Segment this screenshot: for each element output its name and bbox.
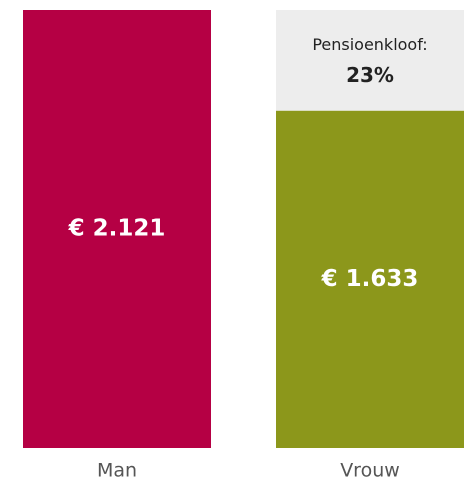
annotation: Pensioenkloof:	[312, 35, 427, 54]
value-label: € 2.121	[68, 216, 166, 242]
bar	[276, 110, 464, 448]
annotation-value: 23%	[346, 63, 394, 87]
bar	[23, 10, 211, 448]
value-label: € 1.633	[321, 266, 419, 292]
x-tick-label: Vrouw	[340, 460, 400, 482]
x-tick-label: Man	[97, 460, 137, 482]
gap-box	[276, 10, 464, 111]
